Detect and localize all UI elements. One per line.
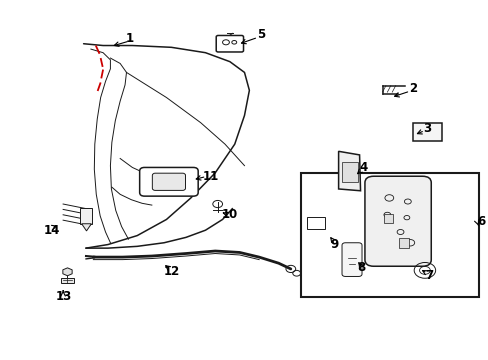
Bar xyxy=(412,123,441,140)
Bar xyxy=(300,173,478,297)
Text: 9: 9 xyxy=(330,238,338,251)
Bar xyxy=(384,214,392,223)
FancyBboxPatch shape xyxy=(364,176,430,266)
FancyBboxPatch shape xyxy=(140,167,198,196)
FancyBboxPatch shape xyxy=(341,243,361,276)
Bar xyxy=(398,238,408,248)
Bar xyxy=(80,208,92,224)
Text: 8: 8 xyxy=(357,261,365,274)
FancyBboxPatch shape xyxy=(152,173,185,190)
Text: 3: 3 xyxy=(423,122,430,135)
Text: 13: 13 xyxy=(56,290,72,303)
Text: 12: 12 xyxy=(163,265,179,278)
Text: 10: 10 xyxy=(221,208,238,221)
Text: 6: 6 xyxy=(476,215,484,228)
Text: 5: 5 xyxy=(257,28,265,41)
Text: 14: 14 xyxy=(43,224,60,237)
Text: 11: 11 xyxy=(202,170,218,183)
Text: 4: 4 xyxy=(359,161,367,174)
Text: 7: 7 xyxy=(425,269,433,282)
Bar xyxy=(61,278,74,283)
Bar xyxy=(341,162,357,182)
Text: 1: 1 xyxy=(125,32,134,45)
Bar xyxy=(307,217,325,229)
FancyBboxPatch shape xyxy=(216,36,243,52)
Polygon shape xyxy=(81,224,91,231)
Text: 2: 2 xyxy=(408,82,416,95)
Polygon shape xyxy=(338,151,360,191)
